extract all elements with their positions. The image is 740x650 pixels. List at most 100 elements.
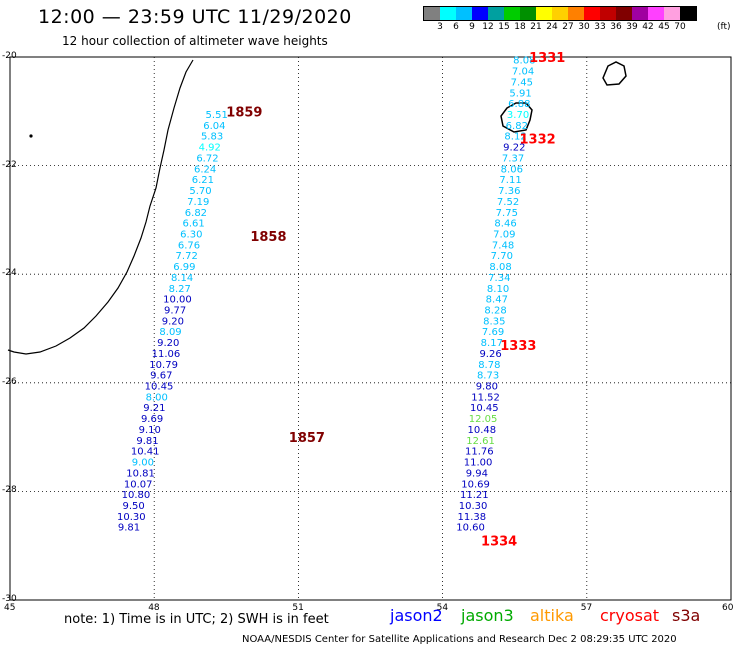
colorbar-label: 36 <box>610 22 622 32</box>
colorbar-swatch <box>520 7 536 20</box>
wave-height-value: 6.82 <box>185 208 207 219</box>
wave-height-value: 12.05 <box>469 414 498 425</box>
wave-height-value: 11.38 <box>458 512 487 523</box>
wave-height-value: 8.08 <box>513 56 535 67</box>
colorbar-swatch <box>424 7 440 20</box>
wave-height-value: 7.19 <box>187 197 209 208</box>
wave-height-value: 9.94 <box>466 468 488 479</box>
legend-item-jason3: jason3 <box>461 606 514 625</box>
latitude-label: -30 <box>2 594 17 604</box>
longitude-label: 60 <box>722 603 734 613</box>
wave-height-value: 11.52 <box>471 392 500 403</box>
latitude-label: -24 <box>2 268 17 279</box>
wave-height-value: 8.00 <box>146 392 168 403</box>
legend-item-altika: altika <box>530 606 574 625</box>
wave-height-value: 8.73 <box>477 371 499 382</box>
wave-height-value: 6.30 <box>180 229 202 240</box>
wave-height-value: 10.45 <box>470 403 499 414</box>
colorbar-swatch <box>472 7 488 20</box>
colorbar-swatch <box>456 7 472 20</box>
track-values: 5.516.045.834.926.726.246.215.707.196.82… <box>117 51 565 549</box>
colorbar-swatch <box>600 7 616 20</box>
colorbar-label: 21 <box>530 22 542 32</box>
wave-height-value: 5.70 <box>189 186 211 197</box>
colorbar-label: 3 <box>437 22 443 32</box>
wave-height-value: 11.76 <box>465 447 494 458</box>
wave-height-value: 7.75 <box>496 208 518 219</box>
wave-height-value: 7.70 <box>491 251 513 262</box>
wave-height-value: 6.72 <box>196 153 218 164</box>
mauritius-island-outline <box>602 61 627 86</box>
wave-height-value: 7.48 <box>492 240 514 251</box>
reunion-island-outline <box>500 102 533 133</box>
track-id-label: 1858 <box>250 230 286 245</box>
wave-height-value: 10.30 <box>459 501 488 512</box>
colorbar-label: 6 <box>453 22 459 32</box>
wave-height-value: 5.83 <box>201 132 223 143</box>
wave-height-value: 7.37 <box>502 153 524 164</box>
wave-height-value: 9.80 <box>476 382 498 393</box>
wave-height-value: 6.76 <box>178 240 200 251</box>
wave-height-value: 9.50 <box>122 501 144 512</box>
wave-height-value: 5.91 <box>509 88 531 99</box>
wave-height-value: 10.81 <box>126 468 155 479</box>
map-frame <box>9 56 732 601</box>
colorbar-swatch <box>536 7 552 20</box>
colorbar-swatch <box>440 7 456 20</box>
wave-height-value: 10.45 <box>145 382 174 393</box>
colorbar-label: 42 <box>642 22 654 32</box>
wave-height-value: 6.61 <box>182 219 204 230</box>
colorbar-swatch <box>616 7 632 20</box>
madagascar-coastline <box>7 59 194 355</box>
colorbar-label: 39 <box>626 22 638 32</box>
colorbar-swatch <box>488 7 504 20</box>
track-id-label: 1333 <box>500 339 536 354</box>
wave-height-value: 9.22 <box>503 143 525 154</box>
colorbar-label: 45 <box>658 22 670 32</box>
wave-height-value: 10.07 <box>124 479 153 490</box>
wave-height-value: 8.12 <box>504 132 526 143</box>
latitude-label: -26 <box>2 376 17 387</box>
wave-height-value: 10.30 <box>117 512 146 523</box>
wave-height-value: 6.82 <box>506 121 528 132</box>
colorbar-label: 70 <box>674 22 686 32</box>
wave-height-value: 8.06 <box>501 164 523 175</box>
wave-height-value: 7.34 <box>488 273 510 284</box>
latitude-label: -28 <box>2 485 17 496</box>
colorbar-unit: (ft) <box>717 22 731 32</box>
latitude-label: -20 <box>2 51 17 61</box>
wave-height-value: 10.00 <box>163 295 192 306</box>
wave-height-value: 8.35 <box>483 316 505 327</box>
wave-height-value: 6.88 <box>508 99 530 110</box>
wave-height-value: 9.69 <box>141 414 163 425</box>
wave-height-value: 9.81 <box>136 436 158 447</box>
wave-height-colorbar <box>423 6 697 21</box>
colorbar-swatch <box>632 7 648 20</box>
colorbar-label: 15 <box>498 22 510 32</box>
wave-height-value: 10.60 <box>456 523 485 534</box>
wave-height-value: 11.00 <box>464 458 493 469</box>
wave-height-value: 9.67 <box>150 371 172 382</box>
wave-height-value: 8.47 <box>486 295 508 306</box>
legend-item-s3a: s3a <box>672 606 701 625</box>
legend-item-cryosat: cryosat <box>600 606 660 625</box>
wave-height-value: 7.52 <box>497 197 519 208</box>
longitude-label: 45 <box>4 603 16 613</box>
wave-height-value: 4.92 <box>199 143 221 154</box>
small-island <box>29 134 33 138</box>
wave-height-value: 8.46 <box>494 219 516 230</box>
colorbar-label: 30 <box>578 22 590 32</box>
track-id-label: 1332 <box>520 132 556 147</box>
colorbar-swatch <box>648 7 664 20</box>
latitude-label: -22 <box>2 159 17 170</box>
footer-credit: NOAA/NESDIS Center for Satellite Applica… <box>242 634 677 645</box>
wave-height-value: 10.79 <box>149 360 178 371</box>
wave-height-value: 10.69 <box>461 479 490 490</box>
page-title: 12:00 — 23:59 UTC 11/29/2020 <box>38 6 352 28</box>
colorbar-label: 9 <box>469 22 475 32</box>
wave-height-value: 9.20 <box>157 338 179 349</box>
wave-height-value: 7.04 <box>512 67 534 78</box>
colorbar-label: 24 <box>546 22 558 32</box>
track-id-label: 1859 <box>226 105 262 120</box>
